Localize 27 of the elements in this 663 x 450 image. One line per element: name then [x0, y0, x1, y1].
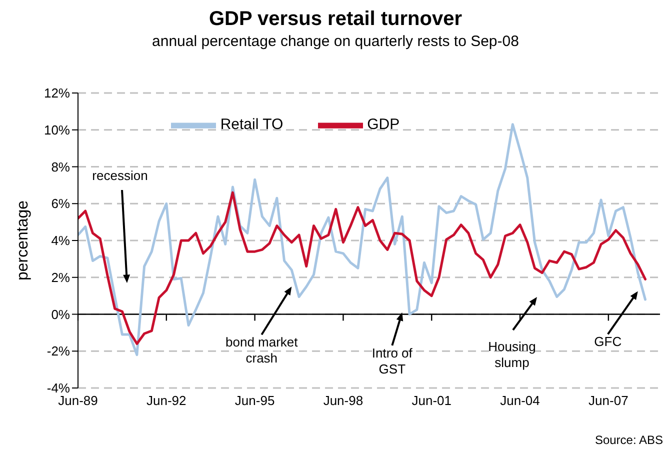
legend-label: Retail TO — [220, 116, 284, 134]
annotation: bond market crash — [226, 334, 298, 366]
chart-title: GDP versus retail turnover — [208, 8, 464, 31]
annotation: Intro of GST — [372, 345, 413, 376]
y-tick-label: 0% — [51, 306, 70, 322]
y-axis-title: percentage — [14, 200, 32, 281]
x-tick-label: Jun-04 — [500, 393, 540, 408]
x-tick-label: Jun-07 — [588, 393, 628, 408]
y-tick-label: -2% — [46, 344, 70, 359]
y-tick-label: 2% — [51, 270, 70, 285]
y-tick-label: 8% — [51, 159, 70, 174]
y-tick-label: 6% — [51, 196, 70, 212]
y-tick-label: 4% — [51, 233, 70, 248]
x-tick-label: Jun-92 — [146, 393, 186, 408]
x-tick-label: Jun-89 — [58, 393, 98, 408]
y-tick-label: 12% — [44, 86, 70, 101]
annotation: Housing slump — [488, 339, 536, 370]
annotation: GFC — [594, 334, 622, 350]
y-tick-label: -4% — [46, 380, 70, 396]
source-note: Source: ABS — [594, 433, 663, 447]
x-tick-label: Jun-98 — [323, 393, 364, 408]
legend-label: GDP — [367, 116, 400, 134]
y-tick-label: 10% — [44, 122, 70, 138]
x-tick-label: Jun-01 — [412, 393, 452, 408]
x-tick-label: Jun-95 — [234, 393, 275, 408]
annotation: recession — [92, 168, 148, 183]
chart-subtitle: annual percentage change on quarterly rests to Sep-08 — [151, 33, 520, 50]
